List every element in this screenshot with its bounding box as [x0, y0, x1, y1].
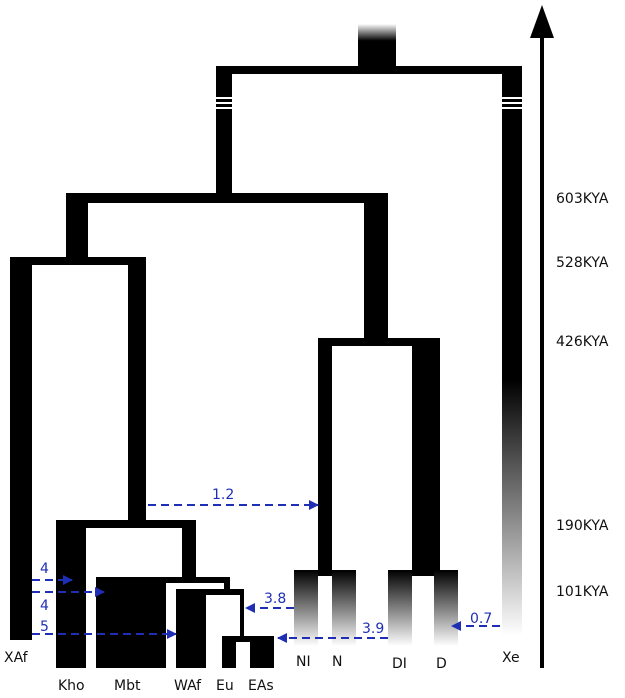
- ooa-stem: [240, 589, 244, 639]
- main-african-stem: [128, 257, 146, 524]
- root-branch: [358, 24, 396, 72]
- modern-archaic-split-bar: [66, 193, 388, 203]
- leaf-label-waf: WAf: [174, 678, 202, 694]
- waf-branch: [176, 589, 206, 668]
- leaf-label-n: N: [332, 654, 342, 670]
- leaf-label-eas: EAs: [248, 678, 274, 694]
- dl-branch: [388, 570, 412, 646]
- waf-ooa-stem: [224, 577, 230, 591]
- time-label-603: 603KYA: [556, 191, 609, 207]
- n-branch: [332, 570, 356, 646]
- xaf-branch: [10, 257, 32, 640]
- denisovan-branch: [412, 338, 440, 570]
- gene-flow-arrows: [32, 500, 500, 643]
- human-archaic-stem: [214, 66, 234, 198]
- african-split-bar: [56, 520, 196, 528]
- time-label-190: 190KYA: [556, 518, 609, 534]
- mbt-branch: [96, 577, 166, 668]
- leaf-label-kho: Kho: [58, 678, 85, 694]
- modern-split-bar: [10, 257, 146, 265]
- xe-break-mark: [500, 97, 524, 99]
- leaf-label-d: D: [436, 656, 447, 672]
- archaic-stem: [364, 193, 388, 341]
- flow-label-4b: 4: [40, 598, 49, 614]
- ha-break-mark: [214, 107, 234, 109]
- xe-lineage: [500, 66, 524, 636]
- leaf-label-dl: DI: [392, 656, 407, 672]
- flow-label-4a: 4: [40, 561, 49, 577]
- flow-label-5: 5: [40, 619, 49, 635]
- flow-label-0-7: 0.7: [470, 611, 492, 627]
- d-branch: [434, 570, 458, 646]
- eu-eas-split-bar: [222, 636, 274, 642]
- waf-split-bar: [176, 589, 244, 595]
- root-split-bar: [216, 66, 522, 74]
- ha-break-mark: [214, 102, 234, 104]
- non-kho-stem: [182, 520, 196, 580]
- dl-d-split-bar: [388, 570, 458, 576]
- flow-label-3-9: 3.9: [362, 621, 384, 637]
- time-label-528: 528KYA: [556, 255, 609, 271]
- leaf-label-mbt: Mbt: [114, 678, 141, 694]
- xe-break-mark: [500, 107, 524, 109]
- neanderthal-branch: [318, 338, 332, 570]
- nean-deni-split-bar: [318, 338, 440, 346]
- time-axis-line: [540, 28, 544, 668]
- leaf-label-xe: Xe: [502, 650, 520, 666]
- time-axis: [530, 5, 554, 668]
- xe-branch: [502, 66, 522, 636]
- kho-branch: [56, 520, 86, 668]
- xe-break-mark: [500, 102, 524, 104]
- modern-human-stem: [66, 193, 88, 261]
- leaf-label-eu: Eu: [216, 678, 234, 694]
- nl-branch: [294, 570, 318, 646]
- nl-n-split-bar: [296, 570, 356, 576]
- ha-break-mark: [214, 97, 234, 99]
- time-label-101: 101KYA: [556, 584, 609, 600]
- leaf-label-xaf: XAf: [4, 650, 29, 666]
- eas-branch: [250, 636, 274, 668]
- flow-label-3-8: 3.8: [264, 591, 286, 607]
- leaf-label-nl: NI: [296, 654, 311, 670]
- time-label-426: 426KYA: [556, 334, 609, 350]
- time-axis-arrowhead: [530, 5, 554, 38]
- flow-label-1-2: 1.2: [212, 487, 234, 503]
- eu-branch: [222, 636, 236, 668]
- ha-branch: [216, 66, 232, 198]
